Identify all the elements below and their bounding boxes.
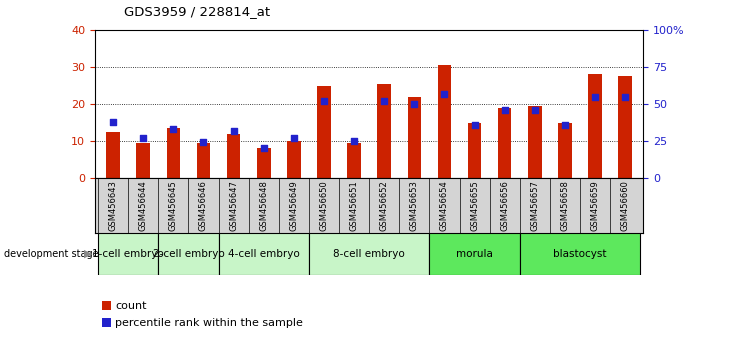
Bar xyxy=(167,128,180,178)
Text: GSM456657: GSM456657 xyxy=(530,180,539,231)
Point xyxy=(619,94,631,99)
Text: ▶: ▶ xyxy=(84,249,93,259)
Text: count: count xyxy=(115,301,147,311)
FancyBboxPatch shape xyxy=(309,233,429,275)
Text: GSM456645: GSM456645 xyxy=(169,180,178,231)
Text: GSM456647: GSM456647 xyxy=(229,180,238,231)
Text: percentile rank within the sample: percentile rank within the sample xyxy=(115,318,303,328)
Point xyxy=(288,135,300,141)
Text: GSM456643: GSM456643 xyxy=(109,180,118,231)
Text: GSM456659: GSM456659 xyxy=(591,180,599,231)
Bar xyxy=(438,65,451,178)
Text: GSM456653: GSM456653 xyxy=(410,180,419,231)
Point xyxy=(107,119,119,125)
Text: 8-cell embryo: 8-cell embryo xyxy=(333,249,405,259)
Bar xyxy=(408,97,421,178)
Text: 4-cell embryo: 4-cell embryo xyxy=(228,249,300,259)
Text: GSM456646: GSM456646 xyxy=(199,180,208,231)
Bar xyxy=(588,74,602,178)
Point xyxy=(167,126,179,132)
Text: morula: morula xyxy=(456,249,493,259)
Point xyxy=(228,128,240,133)
Bar xyxy=(257,148,270,178)
Text: GSM456650: GSM456650 xyxy=(319,180,328,231)
FancyBboxPatch shape xyxy=(219,233,309,275)
Bar xyxy=(197,143,211,178)
Text: GSM456648: GSM456648 xyxy=(260,180,268,231)
Point xyxy=(137,135,149,141)
Bar xyxy=(287,141,300,178)
Point xyxy=(409,101,420,107)
Text: GSM456644: GSM456644 xyxy=(139,180,148,231)
Point xyxy=(197,139,209,145)
Point xyxy=(348,138,360,144)
Text: GSM456649: GSM456649 xyxy=(289,180,298,231)
Text: 1-cell embryo: 1-cell embryo xyxy=(92,249,164,259)
Text: 2-cell embryo: 2-cell embryo xyxy=(153,249,224,259)
Bar xyxy=(106,132,120,178)
Point xyxy=(529,107,541,113)
Text: GDS3959 / 228814_at: GDS3959 / 228814_at xyxy=(124,5,270,18)
FancyBboxPatch shape xyxy=(159,233,219,275)
Point xyxy=(439,91,450,97)
Point xyxy=(559,122,571,127)
Point xyxy=(589,94,601,99)
FancyBboxPatch shape xyxy=(429,233,520,275)
Bar xyxy=(498,108,512,178)
Text: GSM456655: GSM456655 xyxy=(470,180,479,231)
Text: GSM456656: GSM456656 xyxy=(500,180,510,231)
Text: GSM456652: GSM456652 xyxy=(379,180,389,231)
Point xyxy=(499,107,510,113)
Text: blastocyst: blastocyst xyxy=(553,249,607,259)
Point xyxy=(258,145,270,151)
FancyBboxPatch shape xyxy=(520,233,640,275)
Bar xyxy=(618,76,632,178)
Text: GSM456658: GSM456658 xyxy=(561,180,569,231)
Bar xyxy=(227,133,240,178)
Text: GSM456660: GSM456660 xyxy=(621,180,629,231)
Bar xyxy=(317,86,330,178)
Bar xyxy=(558,122,572,178)
Text: GSM456654: GSM456654 xyxy=(440,180,449,231)
Bar xyxy=(377,84,391,178)
Point xyxy=(379,98,390,104)
Point xyxy=(469,122,480,127)
Text: GSM456651: GSM456651 xyxy=(349,180,359,231)
Bar xyxy=(468,122,482,178)
Point xyxy=(318,98,330,104)
Text: development stage: development stage xyxy=(4,249,98,259)
Bar xyxy=(347,143,361,178)
Bar xyxy=(528,106,542,178)
FancyBboxPatch shape xyxy=(98,233,159,275)
Bar xyxy=(137,143,150,178)
